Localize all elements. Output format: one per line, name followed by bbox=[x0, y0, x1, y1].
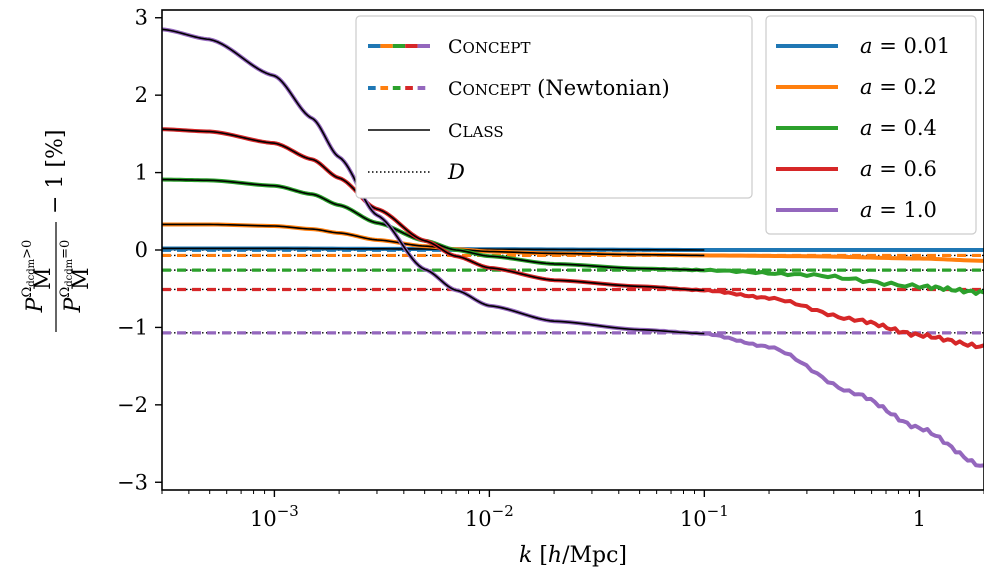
y-tick-label: 1 bbox=[135, 161, 148, 185]
legend-code-label: CLASS bbox=[448, 120, 504, 142]
legend-time-entry: a = 0.4 bbox=[776, 116, 937, 140]
svg-text:− 1 [%]: − 1 [%] bbox=[43, 130, 68, 215]
legend-time-label: a = 0.2 bbox=[860, 75, 937, 99]
class-curve-a04 bbox=[162, 178, 705, 271]
x-tick-label: 1 bbox=[913, 507, 926, 531]
svg-text:M: M bbox=[31, 267, 56, 290]
legend-time-label: a = 0.01 bbox=[860, 34, 950, 58]
legend-codes-frame bbox=[355, 15, 753, 199]
legend-code-label: CONCEPT bbox=[448, 36, 531, 58]
legend-time-entry: a = 1.0 bbox=[776, 198, 937, 222]
series-lines bbox=[162, 27, 984, 468]
legend-code-label: CONCEPT (Newtonian) bbox=[448, 76, 670, 100]
y-tick-label: 3 bbox=[135, 6, 148, 30]
x-tick-label: 10−3 bbox=[250, 502, 299, 531]
y-tick-label: −2 bbox=[117, 393, 148, 417]
legend-code-entry: CONCEPT bbox=[368, 36, 531, 58]
legend-time-label: a = 0.4 bbox=[860, 116, 937, 140]
class-curve-a10 bbox=[162, 28, 705, 335]
y-tick-label: −1 bbox=[117, 315, 148, 339]
legend-code-entry: D bbox=[368, 160, 465, 184]
legend-time-label: a = 1.0 bbox=[860, 198, 937, 222]
legend-time-label: a = 0.6 bbox=[860, 157, 937, 181]
legend-time-entry: a = 0.01 bbox=[776, 34, 950, 58]
legend-code-label: D bbox=[447, 160, 465, 184]
y-tick-label: 0 bbox=[135, 238, 148, 262]
class-curve-a001 bbox=[162, 247, 705, 251]
svg-text:PΩdcdm=0: PΩdcdm=0 bbox=[58, 240, 86, 314]
legend-times-frame bbox=[765, 15, 977, 235]
legend-time-entry: a = 0.2 bbox=[776, 75, 937, 99]
legend-code-entry: CONCEPT (Newtonian) bbox=[368, 76, 670, 100]
class-curve-a06 bbox=[162, 128, 705, 292]
x-tick-label: 10−1 bbox=[680, 502, 729, 531]
x-axis-label: k [h/Mpc] bbox=[519, 543, 627, 568]
legend-scale-factors: a = 0.01 a = 0.2 a = 0.4 a = 0.6 a = 1.0 bbox=[765, 15, 977, 235]
x-tick-label: 10−2 bbox=[465, 502, 514, 531]
y-tick-label: −3 bbox=[117, 470, 148, 494]
legend-code-entry: CLASS bbox=[368, 120, 504, 142]
svg-text:PΩdcdm>0: PΩdcdm>0 bbox=[20, 240, 48, 314]
legend-time-entry: a = 0.6 bbox=[776, 157, 937, 181]
legend-simulation-codes: CONCEPT CONCEPT (Newtonian) CLASS D bbox=[355, 15, 753, 199]
y-tick-label: 2 bbox=[135, 83, 148, 107]
y-axis-label: PΩdcdm>0 M PΩdcdm=0 M − 1 [%] bbox=[20, 130, 94, 332]
svg-text:M: M bbox=[69, 267, 94, 290]
